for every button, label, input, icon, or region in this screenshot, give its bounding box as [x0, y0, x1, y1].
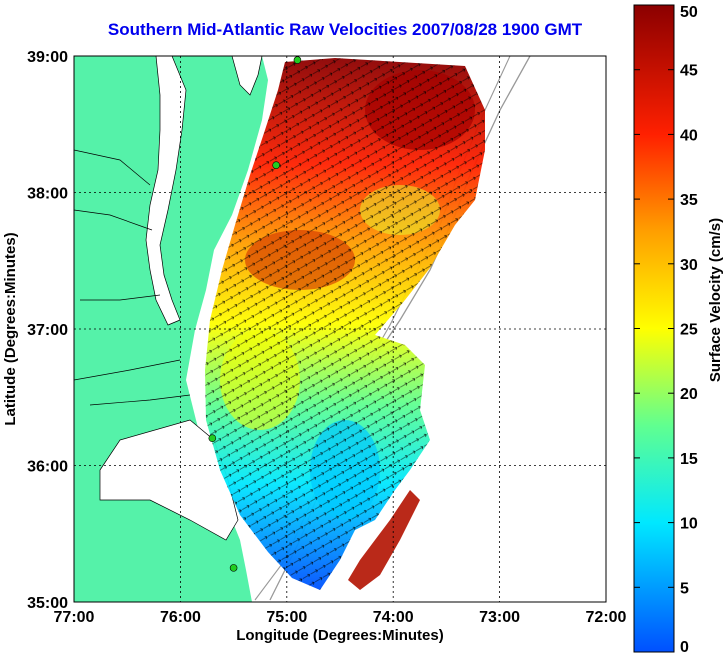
pamlico-sound: [99, 419, 239, 541]
map-title: Southern Mid-Atlantic Raw Velocities 200…: [107, 20, 583, 39]
radar-station-marker: [272, 161, 280, 169]
colorbar-tick-label: 20: [680, 386, 698, 403]
delaware-bay: [231, 56, 263, 96]
axes-frame: [73, 55, 607, 603]
colorbar-tick-label: 30: [680, 257, 698, 274]
radar-station-marker: [293, 56, 302, 64]
colorbar-tick-label: 40: [680, 127, 698, 144]
colorbar-tick-label: 50: [680, 4, 698, 21]
y-tick-label: 39:00: [27, 49, 68, 66]
rivers: [74, 149, 191, 406]
x-axis-label: Longitude (Degrees:Minutes): [236, 627, 444, 644]
radar-stations: [208, 56, 302, 572]
y-tick-label: 35:00: [27, 595, 68, 612]
x-tick-label: 76:00: [160, 609, 201, 626]
x-tick-label: 74:00: [373, 609, 414, 626]
x-tick-label: 77:00: [54, 609, 95, 626]
colorbar-tick-label: 45: [680, 63, 698, 80]
y-tick-label: 36:00: [27, 459, 68, 476]
chesapeake-bay: [145, 56, 187, 326]
x-axis-ticks: 77:00 76:00 75:00 74:00 73:00 72:00: [54, 609, 627, 626]
colorbar-tick-label: 25: [680, 322, 698, 339]
colorbar-tick-label: 35: [680, 192, 698, 209]
grid-lines: [74, 56, 606, 602]
velocity-arrows: [205, 58, 485, 590]
colorbar-label: Surface Velocity (cm/s): [707, 218, 724, 382]
colorbar-tick-label: 15: [680, 451, 698, 468]
colorbar-tick-label: 5: [680, 580, 689, 597]
velocity-field-south: [348, 490, 420, 590]
y-tick-label: 38:00: [27, 186, 68, 203]
y-axis-ticks: 39:00 38:00 37:00 36:00 35:00: [27, 49, 68, 612]
radar-station-marker: [208, 434, 217, 443]
colorbar-tick-label: 0: [680, 639, 689, 656]
radar-station-marker: [229, 564, 238, 572]
y-axis-label: Latitude (Degrees:Minutes): [2, 232, 19, 425]
y-tick-label: 37:00: [27, 322, 68, 339]
x-tick-label: 75:00: [266, 609, 307, 626]
x-tick-label: 73:00: [479, 609, 520, 626]
x-tick-label: 72:00: [586, 609, 627, 626]
colorbar-tick-label: 10: [680, 516, 698, 533]
